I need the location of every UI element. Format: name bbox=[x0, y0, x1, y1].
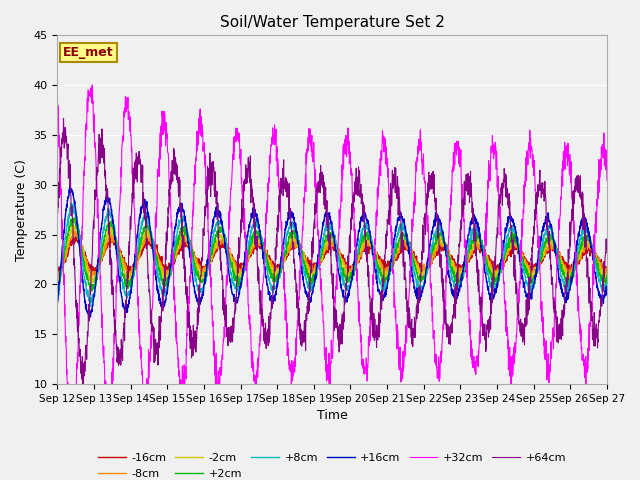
+32cm bbox=[570, 231, 578, 237]
+64cm bbox=[492, 241, 500, 247]
-2cm bbox=[69, 222, 77, 228]
-8cm bbox=[555, 255, 563, 261]
+2cm bbox=[492, 278, 500, 284]
-8cm bbox=[54, 276, 62, 281]
+64cm bbox=[79, 392, 87, 397]
-16cm bbox=[54, 269, 61, 275]
+8cm bbox=[570, 267, 578, 273]
-8cm bbox=[570, 266, 578, 272]
-2cm bbox=[492, 269, 500, 275]
+64cm bbox=[555, 323, 563, 329]
-8cm bbox=[349, 267, 356, 273]
Line: +32cm: +32cm bbox=[58, 85, 607, 444]
+2cm bbox=[555, 252, 563, 257]
-8cm bbox=[54, 273, 61, 279]
-2cm bbox=[555, 252, 563, 257]
-16cm bbox=[603, 267, 611, 273]
Y-axis label: Temperature (C): Temperature (C) bbox=[15, 159, 28, 261]
-8cm bbox=[207, 255, 215, 261]
Legend: -16cm, -8cm, -2cm, +2cm, +8cm, +16cm, +32cm, +64cm: -16cm, -8cm, -2cm, +2cm, +8cm, +16cm, +3… bbox=[94, 449, 570, 480]
+8cm bbox=[349, 277, 356, 283]
+2cm bbox=[71, 215, 79, 221]
+16cm bbox=[603, 288, 611, 293]
-16cm bbox=[72, 234, 79, 240]
+64cm bbox=[60, 116, 67, 121]
-2cm bbox=[207, 256, 215, 262]
-2cm bbox=[88, 281, 95, 287]
+8cm bbox=[54, 294, 61, 300]
-16cm bbox=[555, 249, 563, 254]
Text: EE_met: EE_met bbox=[63, 46, 113, 59]
+32cm bbox=[88, 82, 96, 88]
-2cm bbox=[349, 268, 356, 274]
-2cm bbox=[54, 277, 61, 283]
+32cm bbox=[603, 177, 611, 183]
+2cm bbox=[603, 272, 611, 278]
-8cm bbox=[360, 240, 368, 246]
+8cm bbox=[86, 303, 94, 309]
+8cm bbox=[492, 282, 500, 288]
-16cm bbox=[349, 262, 356, 268]
-8cm bbox=[69, 228, 77, 234]
Line: +8cm: +8cm bbox=[58, 204, 607, 306]
-2cm bbox=[603, 274, 611, 279]
+8cm bbox=[67, 201, 75, 206]
+32cm bbox=[360, 363, 368, 369]
Line: -8cm: -8cm bbox=[58, 231, 607, 278]
+64cm bbox=[54, 207, 61, 213]
+2cm bbox=[360, 232, 368, 238]
+64cm bbox=[603, 238, 611, 244]
+8cm bbox=[360, 222, 368, 228]
+2cm bbox=[570, 270, 578, 276]
-8cm bbox=[492, 271, 500, 277]
+8cm bbox=[555, 258, 563, 264]
-16cm bbox=[570, 265, 578, 271]
-2cm bbox=[360, 233, 368, 239]
-16cm bbox=[207, 259, 215, 264]
-16cm bbox=[492, 265, 500, 271]
+16cm bbox=[66, 182, 74, 188]
Line: +16cm: +16cm bbox=[58, 185, 607, 320]
+64cm bbox=[570, 192, 578, 198]
+16cm bbox=[85, 317, 93, 323]
+16cm bbox=[360, 216, 368, 221]
+32cm bbox=[555, 216, 563, 222]
+32cm bbox=[69, 442, 77, 447]
+64cm bbox=[207, 175, 215, 181]
+64cm bbox=[349, 207, 356, 213]
+8cm bbox=[603, 280, 611, 286]
+64cm bbox=[360, 225, 368, 230]
+2cm bbox=[348, 276, 356, 281]
+32cm bbox=[349, 202, 356, 208]
+16cm bbox=[349, 276, 356, 282]
-16cm bbox=[126, 271, 134, 276]
-8cm bbox=[603, 265, 611, 271]
+16cm bbox=[492, 286, 500, 291]
+16cm bbox=[570, 260, 578, 265]
+16cm bbox=[207, 231, 215, 237]
X-axis label: Time: Time bbox=[317, 409, 348, 422]
Line: -2cm: -2cm bbox=[58, 225, 607, 284]
+32cm bbox=[54, 94, 61, 100]
-16cm bbox=[360, 247, 368, 253]
Title: Soil/Water Temperature Set 2: Soil/Water Temperature Set 2 bbox=[220, 15, 445, 30]
Line: +64cm: +64cm bbox=[58, 119, 607, 395]
Line: +2cm: +2cm bbox=[58, 218, 607, 291]
+32cm bbox=[492, 167, 500, 172]
+32cm bbox=[207, 275, 215, 280]
Line: -16cm: -16cm bbox=[58, 237, 607, 274]
+2cm bbox=[54, 288, 61, 294]
+8cm bbox=[207, 246, 215, 252]
-2cm bbox=[570, 267, 578, 273]
+2cm bbox=[207, 253, 215, 259]
+16cm bbox=[54, 300, 61, 306]
+16cm bbox=[555, 276, 563, 282]
